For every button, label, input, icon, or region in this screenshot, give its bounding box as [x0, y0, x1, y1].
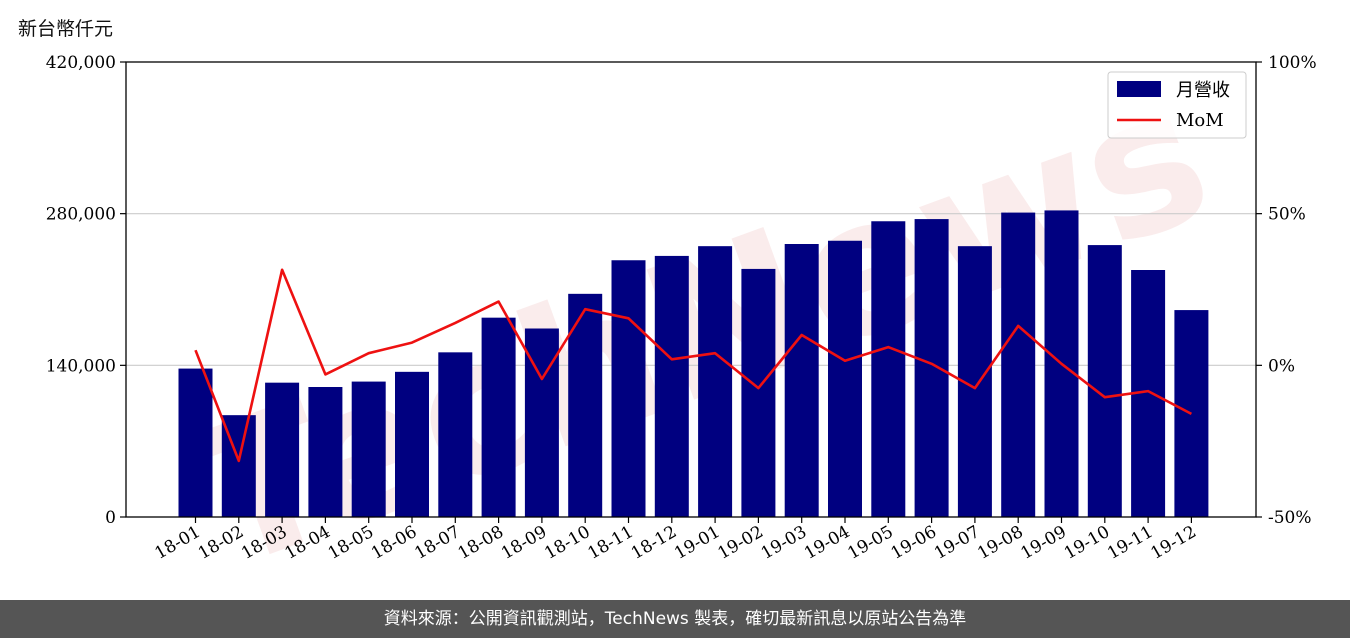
- left-tick-label-0: 0: [105, 508, 116, 528]
- x-tick-label-19-11: 19-11: [1104, 522, 1156, 564]
- bar-18-07: [438, 352, 473, 517]
- bar-19-02: [741, 268, 776, 517]
- x-tick-label-19-03: 19-03: [758, 522, 810, 564]
- right-tick-label-0: -50%: [1268, 508, 1312, 528]
- x-tick-label-19-09: 19-09: [1018, 522, 1070, 564]
- plot-frame: [125, 61, 1257, 518]
- bar-18-04: [308, 387, 343, 517]
- bar-18-05: [351, 381, 386, 517]
- bar-18-01: [178, 368, 213, 517]
- bar-19-05: [871, 221, 906, 517]
- x-tick-label-19-07: 19-07: [931, 522, 983, 564]
- x-tick-label-19-02: 19-02: [714, 522, 766, 564]
- bar-series: [178, 210, 1209, 518]
- bar-19-01: [698, 246, 733, 517]
- x-tick-label-18-11: 18-11: [585, 522, 637, 564]
- x-tick-label-19-12: 19-12: [1147, 522, 1199, 564]
- x-tick-label-19-10: 19-10: [1061, 522, 1113, 564]
- x-tick-label-18-09: 18-09: [498, 522, 550, 564]
- revenue-chart: TechNews 0140,000280,000420,000-50%0%50%…: [46, 43, 1317, 600]
- bar-19-04: [828, 240, 862, 517]
- left-tick-label-3: 420,000: [46, 53, 116, 73]
- x-tick-label-19-08: 19-08: [974, 522, 1026, 564]
- x-tick-label-18-01: 18-01: [152, 522, 204, 564]
- left-tick-label-1: 140,000: [46, 356, 116, 376]
- bar-18-12: [654, 255, 689, 517]
- legend: 月營收 MoM: [1107, 71, 1247, 139]
- x-tick-label-19-06: 19-06: [888, 522, 940, 564]
- bar-19-06: [914, 219, 949, 518]
- right-tick-label-2: 50%: [1268, 205, 1306, 225]
- x-tick-label-18-12: 18-12: [628, 522, 680, 564]
- right-tick-label-1: 0%: [1268, 356, 1295, 376]
- source-footer: 資料來源：公開資訊觀測站，TechNews 製表，確切最新訊息以原站公告為準: [0, 600, 1350, 638]
- bar-19-10: [1087, 245, 1122, 518]
- x-tick-label-19-05: 19-05: [844, 522, 896, 564]
- bar-18-11: [611, 260, 646, 517]
- bar-18-06: [395, 371, 429, 517]
- legend-label-line: MoM: [1176, 110, 1224, 131]
- bar-18-10: [568, 293, 603, 517]
- right-tick-label-3: 100%: [1268, 53, 1317, 73]
- legend-label-bar: 月營收: [1176, 80, 1230, 101]
- bar-19-03: [784, 244, 819, 517]
- x-tick-label-18-10: 18-10: [541, 522, 593, 564]
- x-tick-label-19-04: 19-04: [801, 522, 853, 564]
- bar-18-03: [265, 382, 300, 517]
- bar-18-08: [481, 317, 516, 517]
- mom-line: [194, 268, 1193, 463]
- y-axis-unit-label: 新台幣仟元: [18, 18, 114, 40]
- bar-19-08: [1001, 212, 1036, 518]
- x-tick-label-19-01: 19-01: [671, 522, 723, 564]
- mom-line-series: [194, 268, 1193, 463]
- legend-swatch-bar: [1117, 81, 1161, 97]
- left-tick-label-2: 280,000: [46, 205, 116, 225]
